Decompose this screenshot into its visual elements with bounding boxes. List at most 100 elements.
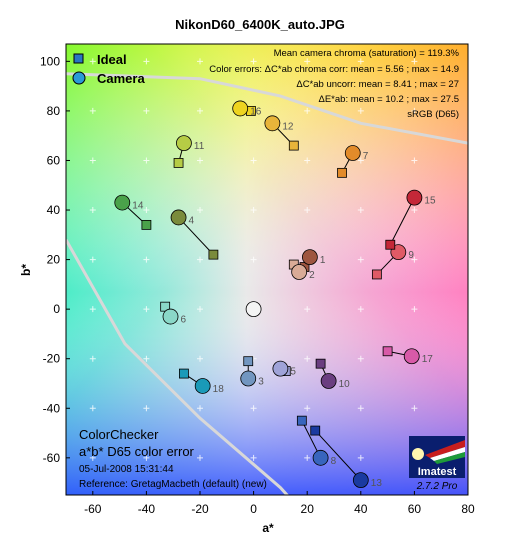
grid-cross: [89, 355, 96, 362]
caption-reference: Reference: GretagMacbeth (default) (new): [79, 479, 267, 490]
patch-label: 9: [408, 250, 414, 261]
grid-cross: [89, 107, 96, 114]
grid-cross: [197, 306, 203, 313]
ideal-marker: [179, 368, 189, 379]
grid-cross: [143, 256, 150, 263]
patch-label: 14: [132, 201, 144, 212]
logo-stripe-white: [430, 447, 465, 461]
grid-cross: [304, 207, 311, 214]
grid-cross: [304, 58, 311, 65]
camera-marker: [176, 135, 192, 152]
error-line: [178, 217, 214, 255]
grid-cross: [197, 405, 203, 412]
camera-marker: [232, 100, 249, 117]
grid-cross: [143, 58, 150, 65]
grid-cross: [89, 157, 96, 164]
logo-stripe-red: [425, 440, 465, 458]
y-tick-label: 20: [47, 253, 61, 267]
camera-marker: [406, 189, 423, 206]
camera-marker: [162, 308, 179, 325]
patch-label: 4: [189, 215, 195, 226]
grid-cross: [250, 454, 257, 461]
patch-label: 8: [331, 456, 337, 467]
grid-cross: [304, 355, 311, 362]
info-block: Mean camera chroma (saturation) = 119.3%…: [209, 48, 459, 120]
y-tick-label: -60: [43, 451, 61, 465]
info-line-uncorr: ΔC*ab uncorr: mean = 8.41 ; max = 27: [296, 79, 459, 90]
caption-colorchecker: ColorChecker: [79, 427, 159, 442]
x-tick-label: -60: [84, 502, 102, 516]
patch-label: 12: [282, 121, 294, 132]
patch-label: 17: [422, 354, 434, 365]
grid-cross: [411, 306, 418, 313]
plot-frame: [65, 43, 469, 496]
patch-label: 11: [194, 141, 205, 152]
grid-cross: [357, 207, 364, 214]
patch-markers: [114, 100, 423, 489]
x-tick-label: 60: [408, 502, 422, 516]
x-tick-label: 0: [250, 502, 257, 516]
y-tick-label: 80: [47, 104, 61, 118]
camera-marker: [403, 348, 420, 365]
y-tick-label: 100: [40, 54, 60, 68]
y-tick-label: 0: [53, 302, 60, 316]
chart-title: NikonD60_6400K_auto.JPG: [175, 17, 345, 32]
patch-label: 7: [363, 151, 369, 162]
grid-cross: [197, 107, 203, 114]
camera-marker: [291, 264, 308, 280]
patch-label: 18: [213, 384, 225, 395]
grid-crosses: [89, 58, 418, 461]
ideal-marker: [141, 219, 152, 230]
grid-cross: [197, 256, 203, 263]
grid-cross: [411, 107, 418, 114]
x-tick-label: -20: [191, 502, 209, 516]
grid-cross: [250, 157, 257, 164]
y-tick-label: 60: [47, 153, 61, 167]
grid-cross: [357, 355, 364, 362]
camera-marker: [114, 194, 131, 211]
grid-cross: [143, 454, 150, 461]
grid-cross: [143, 157, 150, 164]
ideal-marker: [208, 249, 219, 260]
camera-marker: [352, 472, 369, 489]
patch-label: 1: [320, 255, 326, 266]
grid-cross: [357, 157, 364, 164]
grid-cross: [197, 355, 203, 362]
imatest-logo: Imatest 2.7.2 Pro: [409, 436, 465, 492]
grid-cross: [197, 454, 203, 461]
camera-marker: [240, 370, 257, 387]
info-line-colorspace: sRGB (D65): [407, 109, 459, 120]
grid-cross: [143, 107, 150, 114]
ideal-marker: [385, 239, 396, 250]
grid-cross: [250, 256, 257, 263]
camera-marker: [194, 378, 211, 394]
grid-cross: [411, 58, 418, 65]
patch-label: 2: [309, 270, 315, 281]
y-tick-label: -40: [43, 401, 61, 415]
info-line-delta-e: ΔE*ab: mean = 10.2 ; max = 27.5: [319, 94, 460, 105]
grid-cross: [89, 454, 96, 461]
patch-label: 5: [290, 367, 296, 378]
y-axis-ticks: -60 -40 -20 0 20 40 60 80 100: [40, 54, 70, 465]
grid-cross: [197, 58, 203, 65]
grid-cross: [357, 58, 364, 65]
ideal-marker: [315, 358, 326, 369]
ideal-marker: [371, 269, 382, 280]
grid-cross: [89, 256, 96, 263]
ideal-marker: [382, 346, 393, 357]
grid-cross: [89, 405, 96, 412]
x-tick-label: -40: [138, 502, 156, 516]
y-axis-label: b*: [19, 264, 33, 276]
grid-cross: [143, 306, 150, 313]
legend-ideal-swatch: [73, 53, 84, 64]
grid-cross: [411, 207, 418, 214]
grid-cross: [143, 405, 150, 412]
patch-label: 13: [371, 478, 383, 489]
grid-cross: [89, 58, 96, 65]
grid-cross: [357, 454, 364, 461]
camera-marker: [312, 449, 329, 466]
grid-cross: [411, 157, 418, 164]
y-tick-label: 40: [47, 203, 61, 217]
